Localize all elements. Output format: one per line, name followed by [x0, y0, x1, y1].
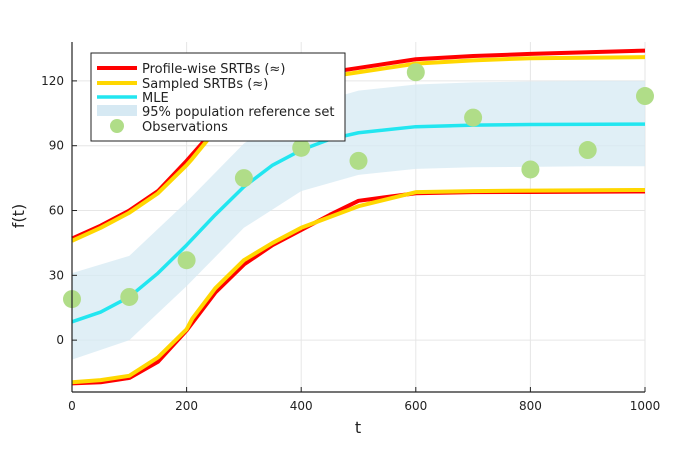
x-axis-label: t: [355, 418, 361, 437]
legend-label-sampled: Sampled SRTBs (≈): [142, 77, 268, 92]
sampled-srtb-lower-line: [71, 187, 646, 385]
y-tick-label: 60: [49, 204, 64, 218]
observation-point: [292, 138, 311, 157]
observation-point: [177, 251, 196, 270]
x-tick-label: 200: [175, 399, 198, 413]
observation-point: [578, 141, 597, 160]
population-reference-band: [72, 80, 645, 360]
x-tick-label: 1000: [630, 399, 661, 413]
legend-swatch-band: [97, 105, 137, 116]
mle-line: [71, 122, 646, 324]
observation-point: [636, 87, 654, 106]
observation-point: [349, 151, 368, 170]
observation-point: [406, 63, 425, 82]
legend-label-profile: Profile-wise SRTBs (≈): [142, 62, 285, 77]
legend-label-observations: Observations: [142, 120, 228, 135]
legend: Profile-wise SRTBs (≈) Sampled SRTBs (≈)…: [90, 52, 346, 142]
legend-label-mle: MLE: [142, 91, 169, 106]
y-tick-label: 120: [41, 74, 64, 88]
y-tick-label: 90: [49, 139, 64, 153]
x-tick-label: 800: [519, 399, 542, 413]
observation-point: [464, 108, 483, 127]
y-tick-label: 30: [49, 268, 64, 282]
legend-label-band: 95% population reference set: [142, 105, 334, 120]
y-axis-label: f(t): [9, 204, 28, 228]
observation-point: [234, 169, 253, 188]
y-tick-label: 0: [56, 333, 64, 347]
legend-swatch-observations: [110, 119, 124, 133]
x-tick-label: 600: [404, 399, 427, 413]
axes: 0 200 400 600 800 1000 0 30 60 90 120: [41, 42, 660, 413]
observation-point: [521, 160, 540, 179]
observation-point: [120, 287, 139, 306]
x-tick-label: 0: [68, 399, 76, 413]
x-tick-label: 400: [290, 399, 313, 413]
